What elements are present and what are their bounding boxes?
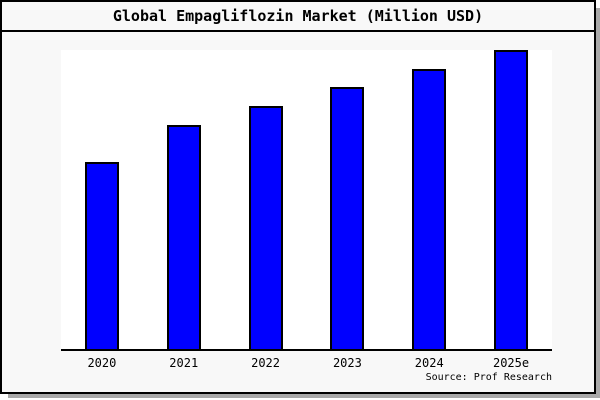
- bar-slot-2020: [61, 50, 143, 349]
- x-tick-label-2021: 2021: [169, 356, 199, 370]
- bar-slot-2021: [143, 50, 225, 349]
- bar-2025e: [494, 50, 529, 349]
- bar-slot-2022: [225, 50, 307, 349]
- chart-frame: Global Empagliflozin Market (Million USD…: [0, 0, 596, 394]
- bar-slot-2024: [388, 50, 470, 349]
- bar-2024: [412, 68, 447, 349]
- x-tick-label-2022: 2022: [251, 356, 281, 370]
- bar-2020: [84, 162, 119, 349]
- bar-slot-2025e: [470, 50, 552, 349]
- title-separator-line: [2, 30, 594, 32]
- bar-2021: [166, 124, 201, 349]
- x-axis-labels: 2020 2021 2022 2023 2024 2025e: [61, 356, 552, 370]
- bar-2022: [248, 106, 283, 349]
- bar-2023: [330, 87, 365, 349]
- x-tick-label-2020: 2020: [87, 356, 117, 370]
- x-tick-label-2025e: 2025e: [492, 356, 530, 370]
- x-tick-label-2023: 2023: [332, 356, 362, 370]
- bar-slot-2023: [306, 50, 388, 349]
- plot-area: [61, 50, 552, 351]
- source-note: Source: Prof Research: [425, 372, 552, 383]
- chart-title: Global Empagliflozin Market (Million USD…: [112, 7, 484, 25]
- x-tick-label-2024: 2024: [414, 356, 444, 370]
